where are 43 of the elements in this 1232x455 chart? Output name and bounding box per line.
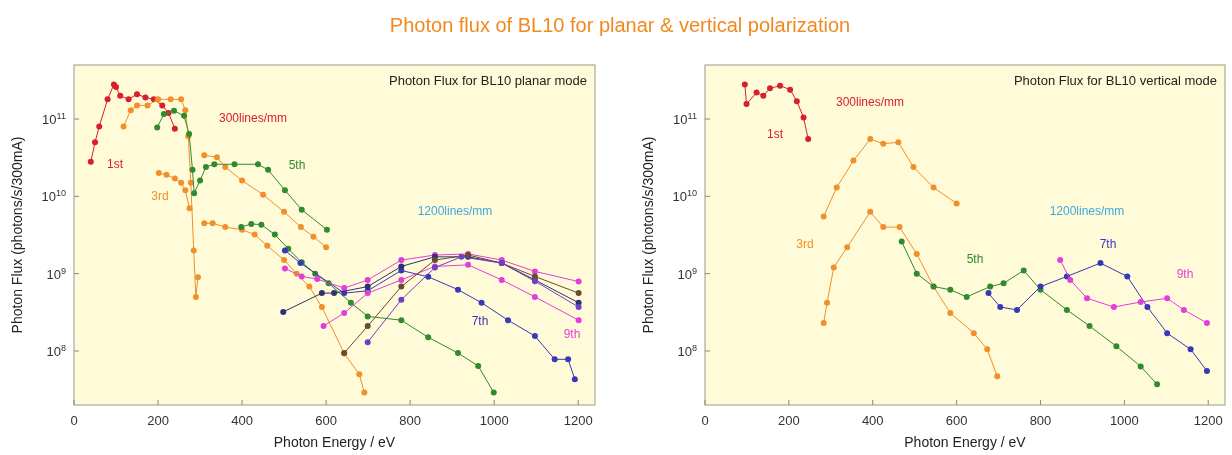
y-axis-title: Photon Flux (photons/s/300mA)	[9, 136, 25, 334]
annotation: 7th	[471, 314, 489, 329]
x-tick-label: 1200	[563, 413, 593, 428]
x-tick-label: 1200	[1193, 413, 1223, 428]
annotation: 1st	[106, 157, 124, 172]
y-tick-label: 10$^{9}$	[46, 265, 66, 282]
annotation: 1200lines/mm	[1049, 204, 1125, 219]
x-axis-title: Photon Energy / eV	[273, 434, 396, 450]
annotation: 9th	[563, 327, 581, 342]
chart-title: Photon flux of BL10 for planar & vertical polarization	[389, 14, 851, 36]
x-tick-label: 200	[147, 413, 169, 428]
text: Photon Flux for BL10 vertical mode	[1013, 73, 1217, 88]
x-tick-label: 400	[231, 413, 253, 428]
y-tick-label: 10$^{8}$	[677, 342, 697, 359]
x-tick-label: 600	[945, 413, 968, 428]
x-tick-label: 0	[701, 413, 709, 428]
annotation: 3rd	[151, 189, 169, 204]
x-tick-label: 800	[1029, 413, 1052, 428]
y-tick-label: 10$^{11}$	[673, 111, 697, 128]
y-tick-label: 10$^{9}$	[677, 265, 697, 282]
annotation: 300lines/mm	[835, 95, 905, 110]
annotation: 1200lines/mm	[417, 204, 493, 219]
x-tick-label: 1000	[479, 413, 509, 428]
annotation: 1st	[766, 127, 784, 142]
annotation: 5th	[288, 158, 306, 173]
text: Photon Flux for BL10 planar mode	[388, 73, 587, 88]
y-axis-title: Photon Flux (photons/s/300mA)	[640, 136, 656, 334]
annotation: 9th	[1176, 267, 1194, 282]
y-tick-label: 10$^{10}$	[672, 188, 697, 205]
x-tick-label: 0	[70, 413, 78, 428]
y-tick-label: 10$^{11}$	[42, 111, 66, 128]
x-tick-label: 800	[399, 413, 421, 428]
annotation: 5th	[966, 252, 984, 267]
x-axis-title: Photon Energy / eV	[904, 434, 1027, 450]
x-tick-label: 600	[315, 413, 337, 428]
annotation: 300lines/mm	[218, 111, 288, 126]
annotation: 7th	[1099, 237, 1117, 252]
y-tick-label: 10$^{8}$	[46, 342, 66, 359]
annotation: 3rd	[796, 237, 814, 252]
x-tick-label: 200	[778, 413, 800, 428]
y-tick-label: 10$^{10}$	[41, 188, 66, 205]
x-tick-label: 1000	[1109, 413, 1139, 428]
x-tick-label: 400	[861, 413, 884, 428]
